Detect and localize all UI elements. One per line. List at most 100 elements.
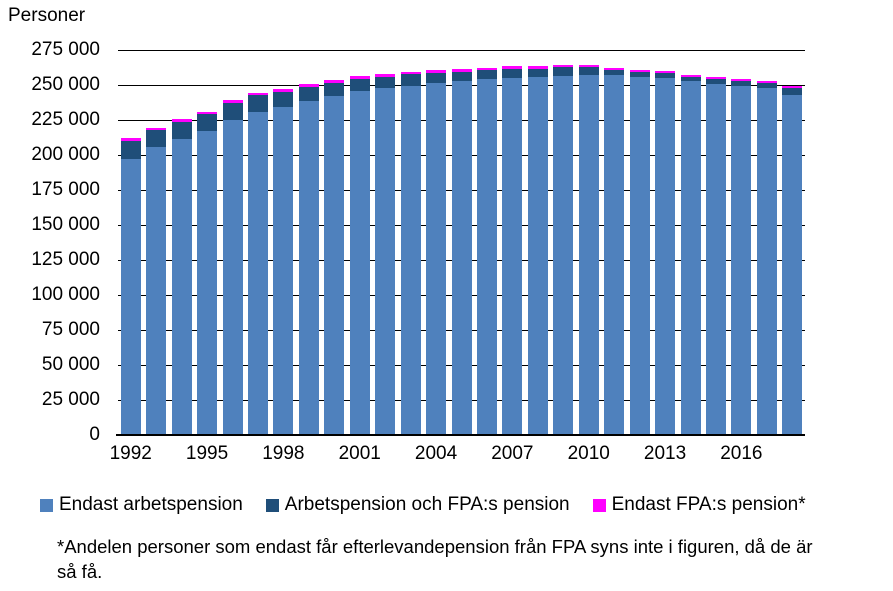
bar-segment [146,147,167,435]
bar-segment [298,84,319,88]
bar-segment [400,85,421,435]
y-tick-label: 275 000 [31,39,100,60]
bar-segment [120,138,141,141]
bar-segment [197,114,218,132]
bar-segment [782,87,803,95]
x-tick-label: 1992 [109,443,152,464]
y-tick-label: 25 000 [41,389,100,410]
bar-segment [604,69,625,76]
y-tick-label: 175 000 [31,179,100,200]
legend-item: Endast arbetspension [40,494,243,516]
footnote: *Andelen personer som endast får efterle… [57,535,813,584]
bar-segment [324,82,345,97]
bar-1998 [273,89,294,435]
bar-segment [655,77,676,435]
bar-segment [324,80,345,83]
bar-segment [426,70,447,74]
bar-segment [247,92,268,96]
bar-1999 [298,84,319,435]
legend: Endast arbetspension Arbetspension och FP… [40,494,806,516]
bar-segment [171,122,192,139]
legend-label: Arbetspension och FPA:s pension [284,494,570,515]
bar-segment [120,140,141,160]
legend-item: Arbetspension och FPA:s pension [265,494,570,516]
bar-segment [731,86,752,435]
bar-segment [349,75,370,79]
bar-2004 [426,70,447,435]
bar-segment [451,81,472,435]
bar-2008 [527,66,548,435]
bar-segment [553,64,574,68]
bar-segment [553,75,574,435]
bar-2013 [655,71,676,435]
bar-segment [502,66,523,69]
bar-2011 [604,67,625,436]
bar-segment [782,86,803,88]
bar-segment [705,83,726,435]
bar-segment [705,76,726,79]
bar-1992 [120,138,141,435]
x-tick-label: 2010 [567,443,610,464]
bar-segment [629,77,650,435]
bar-segment [426,73,447,83]
bar-2018 [782,86,803,435]
bar-2017 [756,80,777,435]
bar-segment [273,89,294,92]
bar-segment [120,159,141,435]
bar-segment [451,71,472,82]
gridline [118,50,805,51]
bar-segment [375,87,396,435]
x-tick-label: 2001 [338,443,381,464]
bar-segment [298,87,319,102]
bar-segment [578,75,599,435]
footnote-line-1: *Andelen personer som endast får efterle… [57,536,813,557]
bar-segment [604,67,625,70]
bar-2014 [680,74,701,436]
bar-segment [146,127,167,131]
bar-segment [349,90,370,435]
bar-segment [680,74,701,77]
bar-segment [273,107,294,435]
bar-segment [756,82,777,89]
bar-segment [756,80,777,83]
bar-segment [578,67,599,76]
y-tick-label: 75 000 [41,319,100,340]
bar-segment [426,82,447,435]
bar-segment [731,81,752,87]
bar-2007 [502,66,523,435]
bar-2006 [476,67,497,436]
bar-segment [298,101,319,435]
bar-1995 [197,111,218,435]
bar-segment [197,111,218,115]
x-axis-line [116,434,805,436]
bar-segment [247,95,268,112]
y-tick-label: 200 000 [31,144,100,165]
bar-segment [222,103,243,120]
y-tick-label: 100 000 [31,284,100,305]
legend-swatch-icon [592,498,606,512]
y-tick-label: 250 000 [31,74,100,95]
bar-segment [629,71,650,78]
bar-2009 [553,64,574,435]
bar-segment [375,76,396,88]
bar-1996 [222,100,243,435]
bar-segment [502,77,523,435]
bar-segment [273,91,294,108]
bar-segment [146,130,167,148]
legend-swatch-icon [265,498,279,512]
bar-1993 [146,127,167,435]
legend-swatch-icon [40,498,53,512]
bar-segment [400,74,421,86]
y-tick-label: 50 000 [41,354,100,375]
bar-1994 [171,119,192,435]
bar-2003 [400,71,421,435]
bar-segment [756,88,777,435]
bar-2016 [731,79,752,435]
bar-segment [171,138,192,435]
bar-segment [705,78,726,84]
bar-segment [349,78,370,91]
bar-segment [400,71,421,75]
bar-segment [578,64,599,68]
bar-segment [476,79,497,435]
